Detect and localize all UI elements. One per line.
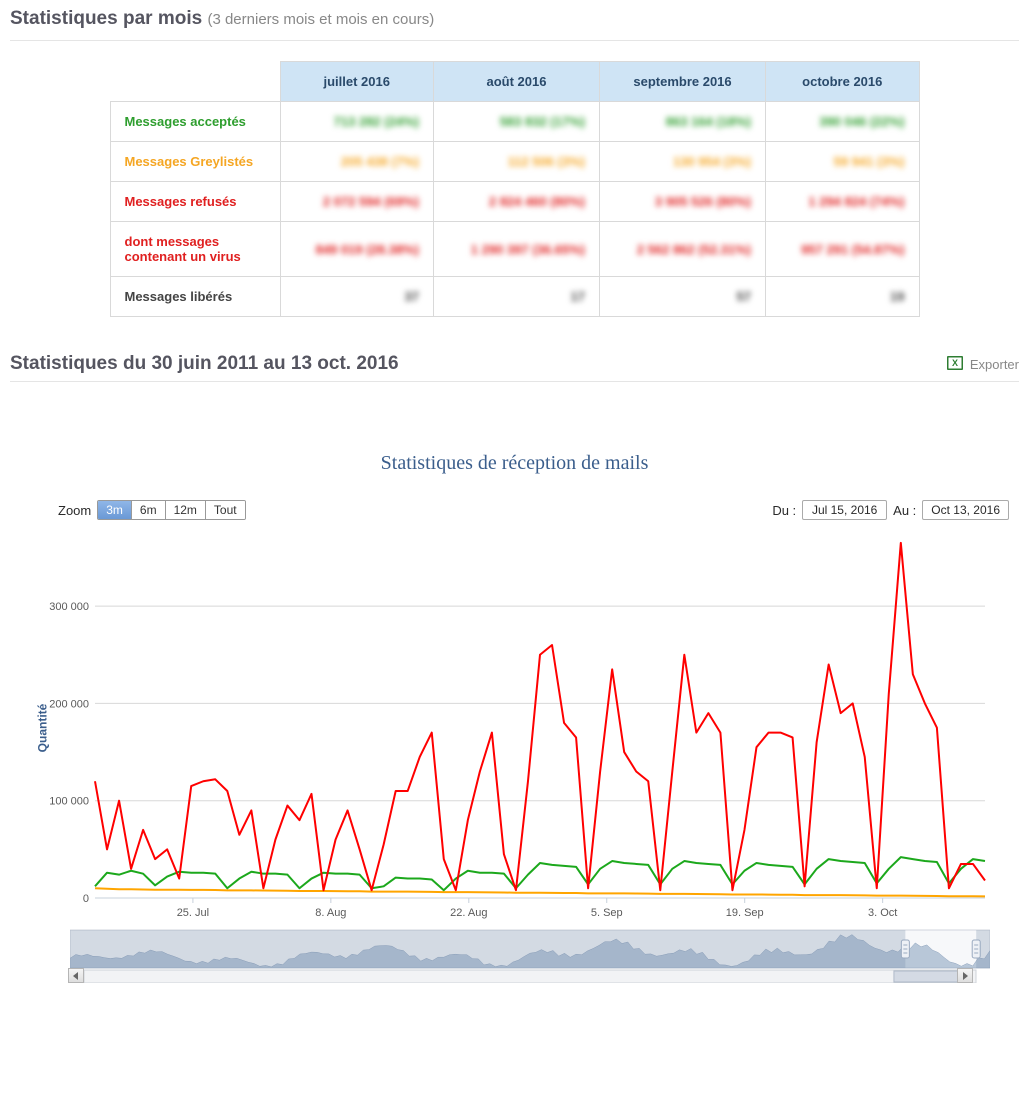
svg-text:3. Oct: 3. Oct [867, 907, 896, 919]
cell-value: 37 [280, 277, 433, 317]
row-label: Messages refusés [110, 182, 280, 222]
cell-value: 957 291 (54.87%) [766, 222, 919, 277]
cell-value: 205 438 (7%) [280, 142, 433, 182]
svg-text:5. Sep: 5. Sep [590, 907, 622, 919]
cell-value: 390 046 (22%) [766, 102, 919, 142]
nav-scroll-right[interactable] [957, 968, 973, 983]
table-col-header: septembre 2016 [599, 62, 765, 102]
cell-value: 57 [599, 277, 765, 317]
cell-value: 17 [433, 277, 599, 317]
cell-value: 59 941 (3%) [766, 142, 919, 182]
chart-container: Statistiques de réception de mails Zoom … [0, 402, 1029, 993]
navigator-chart[interactable]: 20122013201420152016 [70, 928, 990, 983]
zoom-button[interactable]: Tout [206, 501, 245, 519]
zoom-button[interactable]: 6m [132, 501, 166, 519]
cell-value: 713 282 (24%) [280, 102, 433, 142]
divider [10, 40, 1019, 41]
zoom-label: Zoom [58, 503, 91, 518]
chart-plot-area: Quantité 0100 000200 000300 00025. Jul8.… [10, 528, 1019, 928]
cell-value: 1 290 397 (36.65%) [433, 222, 599, 277]
table-row: dont messages contenant un virus849 019 … [110, 222, 919, 277]
table-row: Messages Greylistés205 438 (7%)112 506 (… [110, 142, 919, 182]
table-corner-cell [110, 62, 280, 102]
cell-value: 863 164 (18%) [599, 102, 765, 142]
cell-value: 19 [766, 277, 919, 317]
from-label: Du : [772, 503, 796, 518]
divider [10, 381, 1019, 382]
row-label: dont messages contenant un virus [110, 222, 280, 277]
svg-text:22. Aug: 22. Aug [450, 907, 487, 919]
table-col-header: octobre 2016 [766, 62, 919, 102]
section1-subtitle: (3 derniers mois et mois en cours) [207, 11, 434, 28]
chart-controls: Zoom 3m6m12mTout Du : Jul 15, 2016 Au : … [10, 500, 1019, 528]
date-range-controls: Du : Jul 15, 2016 Au : Oct 13, 2016 [772, 500, 1009, 520]
cell-value: 583 832 (17%) [433, 102, 599, 142]
table-col-header: août 2016 [433, 62, 599, 102]
section2-header: Statistiques du 30 juin 2011 au 13 oct. … [0, 347, 1029, 381]
table-row: Messages libérés37175719 [110, 277, 919, 317]
nav-scroll-left[interactable] [68, 968, 84, 983]
cell-value: 130 954 (3%) [599, 142, 765, 182]
chart-title: Statistiques de réception de mails [10, 422, 1019, 500]
zoom-button[interactable]: 12m [166, 501, 206, 519]
svg-text:8. Aug: 8. Aug [315, 907, 346, 919]
svg-text:X: X [952, 358, 958, 368]
section2-title: Statistiques du 30 juin 2011 au 13 oct. … [10, 353, 399, 375]
svg-text:0: 0 [82, 893, 88, 905]
line-chart[interactable]: 0100 000200 000300 00025. Jul8. Aug22. A… [35, 528, 995, 928]
cell-value: 2 562 862 (52.31%) [599, 222, 765, 277]
zoom-controls: Zoom 3m6m12mTout [58, 500, 246, 520]
cell-value: 2 824 460 (80%) [433, 182, 599, 222]
table-header-row: juillet 2016août 2016septembre 2016octob… [110, 62, 919, 102]
svg-text:19. Sep: 19. Sep [725, 907, 763, 919]
from-date-input[interactable]: Jul 15, 2016 [802, 500, 887, 520]
export-label: Exporter [970, 357, 1019, 372]
row-label: Messages libérés [110, 277, 280, 317]
export-button[interactable]: X Exporter [946, 354, 1019, 375]
excel-icon: X [946, 354, 964, 375]
table-row: Messages acceptés713 282 (24%)583 832 (1… [110, 102, 919, 142]
cell-value: 112 506 (3%) [433, 142, 599, 182]
cell-value: 2 072 594 (69%) [280, 182, 433, 222]
table-row: Messages refusés2 072 594 (69%)2 824 460… [110, 182, 919, 222]
monthly-stats-table: juillet 2016août 2016septembre 2016octob… [110, 61, 920, 317]
cell-value: 849 019 (28.38%) [280, 222, 433, 277]
svg-text:25. Jul: 25. Jul [176, 907, 208, 919]
zoom-button[interactable]: 3m [98, 501, 132, 519]
section1-title: Statistiques par mois [10, 8, 202, 29]
y-axis-label: Quantité [18, 528, 67, 928]
navigator-wrap: 20122013201420152016 [70, 928, 971, 983]
section1-heading: Statistiques par mois (3 derniers mois e… [0, 0, 1029, 40]
zoom-button-group: 3m6m12mTout [97, 500, 245, 520]
to-date-input[interactable]: Oct 13, 2016 [922, 500, 1009, 520]
to-label: Au : [893, 503, 916, 518]
cell-value: 3 905 526 (80%) [599, 182, 765, 222]
table-col-header: juillet 2016 [280, 62, 433, 102]
row-label: Messages Greylistés [110, 142, 280, 182]
cell-value: 1 294 824 (74%) [766, 182, 919, 222]
row-label: Messages acceptés [110, 102, 280, 142]
